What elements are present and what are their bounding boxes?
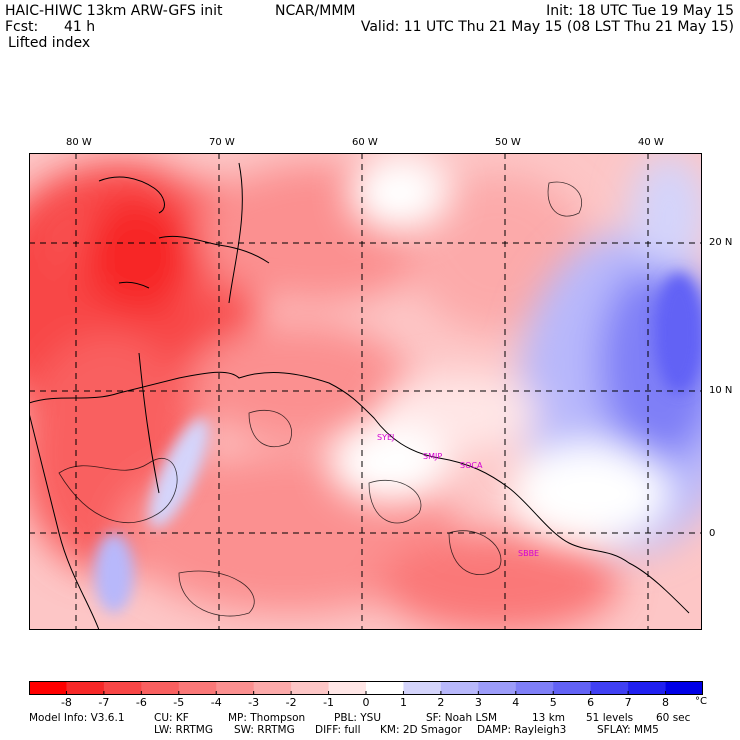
- model-title: HAIC-HIWC 13km ARW-GFS init: [5, 3, 223, 19]
- footer-sflay: SFLAY: MM5: [597, 724, 659, 736]
- colorbar-tick-label: 0: [362, 696, 370, 709]
- colorbar-swatch: [29, 681, 67, 695]
- footer-lw: LW: RRTMG: [154, 724, 213, 736]
- colorbar-swatch: [103, 681, 142, 695]
- colorbar-tick-label: -1: [323, 696, 335, 709]
- colorbar-swatch: [328, 681, 367, 695]
- coastlines: [29, 162, 690, 630]
- colorbar-tick-label: 5: [549, 696, 557, 709]
- colorbar-swatch: [216, 681, 255, 695]
- lat-label-10n: 10 N: [709, 385, 733, 396]
- colorbar-tick-label: 4: [512, 696, 520, 709]
- footer-timestep: 60 sec: [656, 712, 691, 724]
- colorbar-tick-label: -6: [135, 696, 147, 709]
- colorbar-tick-label: -5: [173, 696, 185, 709]
- colorbar-swatch: [440, 681, 479, 695]
- lat-label-0: 0: [709, 528, 716, 539]
- footer-mp: MP: Thompson: [228, 712, 306, 724]
- colorbar-swatch: [478, 681, 517, 695]
- colorbar-unit: °C: [695, 696, 707, 707]
- colorbar-tick-label: 8: [662, 696, 670, 709]
- footer-model-version: Model Info: V3.6.1: [29, 712, 125, 724]
- footer-damp: DAMP: Rayleigh3: [477, 724, 567, 736]
- lon-label-60w: 60 W: [352, 137, 378, 148]
- footer-diff: DIFF: full: [315, 724, 361, 736]
- forecast-hour: 41 h: [64, 19, 96, 35]
- colorbar-swatch: [553, 681, 592, 695]
- organization: NCAR/MMM: [275, 3, 356, 19]
- colorbar-swatch: [253, 681, 292, 695]
- colorbar-swatch: [141, 681, 180, 695]
- footer-resolution: 13 km: [532, 712, 566, 724]
- colorbar-tick-label: 3: [474, 696, 482, 709]
- lon-label-80w: 80 W: [66, 137, 92, 148]
- station-label: SMJP: [423, 452, 443, 461]
- field-name: Lifted index: [8, 35, 91, 51]
- colorbar-tick-label: -2: [285, 696, 297, 709]
- colorbar-swatch: [291, 681, 330, 695]
- colorbar-swatch: [178, 681, 217, 695]
- colorbar-swatch: [366, 681, 404, 695]
- footer-sf: SF: Noah LSM: [426, 712, 498, 724]
- colorbar-swatch: [628, 681, 667, 695]
- init-time: Init: 18 UTC Tue 19 May 15: [546, 3, 734, 19]
- valid-time: Valid: 11 UTC Thu 21 May 15 (08 LST Thu …: [360, 19, 734, 35]
- colorbar-tick-label: -3: [248, 696, 260, 709]
- station-label: SYEJ: [377, 433, 395, 442]
- footer-pbl: PBL: YSU: [334, 712, 382, 724]
- unstable-shading: [29, 163, 619, 630]
- colorbar-tick-label: 2: [437, 696, 445, 709]
- footer-cu: CU: KF: [154, 712, 189, 724]
- colorbar-tick-label: -4: [210, 696, 222, 709]
- station-label: SBBE: [518, 549, 540, 558]
- colorbar-tick-label: 6: [587, 696, 595, 709]
- lon-label-70w: 70 W: [209, 137, 235, 148]
- colorbar-tick-label: -7: [98, 696, 110, 709]
- station-label: SOCA: [460, 461, 483, 470]
- lon-label-40w: 40 W: [638, 137, 664, 148]
- colorbar-swatch: [590, 681, 629, 695]
- forecast-label: Fcst:: [5, 19, 39, 35]
- footer-levels: 51 levels: [586, 712, 634, 724]
- lifted-index-map: [29, 153, 702, 630]
- footer-km: KM: 2D Smagor: [380, 724, 462, 736]
- colorbar: [29, 681, 703, 695]
- lon-label-50w: 50 W: [495, 137, 521, 148]
- colorbar-tick-label: -8: [60, 696, 72, 709]
- lat-label-20n: 20 N: [709, 237, 733, 248]
- colorbar-tick-label: 7: [624, 696, 632, 709]
- graticule: [29, 153, 702, 630]
- colorbar-swatch: [66, 681, 105, 695]
- colorbar-swatch: [665, 681, 703, 695]
- colorbar-swatch: [515, 681, 554, 695]
- colorbar-swatch: [403, 681, 442, 695]
- colorbar-tick-label: 1: [399, 696, 407, 709]
- footer-sw: SW: RRTMG: [234, 724, 295, 736]
